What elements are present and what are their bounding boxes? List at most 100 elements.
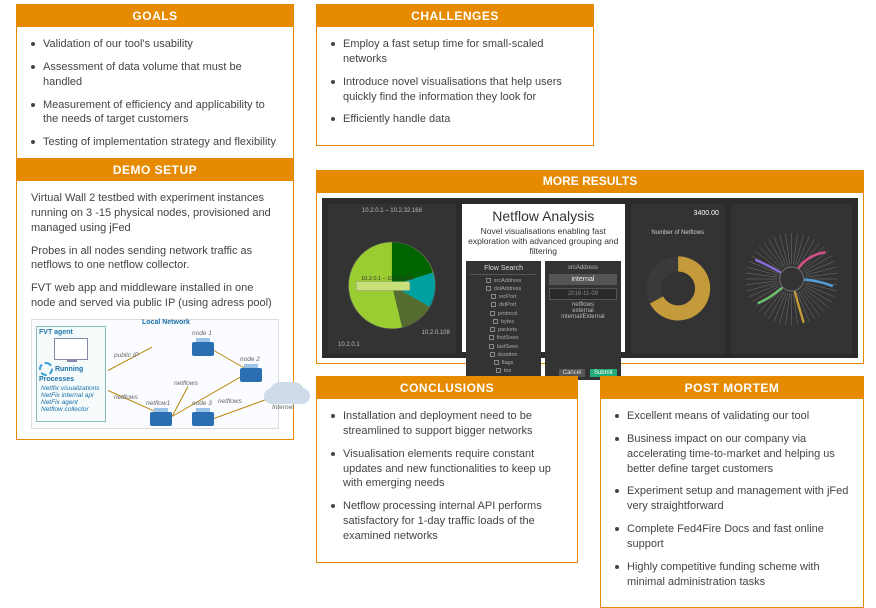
goals-list: Validation of our tool's usability Assess… <box>31 37 279 150</box>
cloud-icon <box>270 382 304 402</box>
checklist-item: bytes <box>470 318 537 326</box>
results-visual-row: 10.2.0.1 – 10.2.0.200 10.2.0.1 – 10.2.32… <box>322 198 858 358</box>
checklist-item: lastSeen <box>470 343 537 351</box>
results-radial-tile <box>731 204 852 354</box>
diagram-agent-title: FVT agent <box>39 329 103 336</box>
pie-ring-label: 10.2.0.1 – 10.2.32.168 <box>328 208 456 214</box>
list-item: Installation and deployment need to be s… <box>331 409 563 439</box>
filter-tile-date: 2016-11-09 <box>549 288 616 300</box>
demo-body: Virtual Wall 2 testbed with experiment i… <box>17 181 293 439</box>
list-item: Assessment of data volume that must be h… <box>31 60 279 90</box>
list-item: Efficiently handle data <box>331 112 579 127</box>
list-item: Employ a fast setup time for small-scale… <box>331 37 579 67</box>
checklist-item: protocol <box>470 310 537 318</box>
process-item: NetFix internal api <box>41 392 103 399</box>
list-item: Complete Fed4Fire Docs and fast online s… <box>615 522 849 552</box>
postmortem-body: Excellent means of validating our tool Bu… <box>601 399 863 607</box>
pie-center-label: 10.2.0.1 – 10.2.0.200 <box>361 276 413 282</box>
checklist-item: dstPort <box>470 301 537 309</box>
process-item: Netflow collector <box>41 406 103 413</box>
goals-title: GOALS <box>17 5 293 27</box>
filter-tile-row: internal/External <box>549 314 616 320</box>
results-donut-tile: Number of Netflows 3400.00 <box>631 204 725 354</box>
demo-panel: DEMO SETUP Virtual Wall 2 testbed with e… <box>16 158 294 440</box>
results-pie-tile: 10.2.0.1 – 10.2.0.200 10.2.0.1 – 10.2.32… <box>328 204 456 354</box>
diagram-hub <box>150 412 172 426</box>
diagram-node <box>240 368 262 382</box>
donut-value: 3400.00 <box>694 210 719 217</box>
postmortem-panel: POST MORTEM Excellent means of validatin… <box>600 376 864 608</box>
postmortem-list: Excellent means of validating our tool Bu… <box>615 409 849 589</box>
monitor-icon <box>54 338 88 360</box>
checklist-item: srcPort <box>470 293 537 301</box>
filter-tile-title: internal <box>549 274 616 285</box>
filter-tile-row: srcAddress <box>549 265 616 271</box>
checklist-item: firstSeen <box>470 334 537 342</box>
checklist-item: flags <box>470 359 537 367</box>
goals-body: Validation of our tool's usability Assess… <box>17 27 293 168</box>
results-title: MORE RESULTS <box>316 170 864 192</box>
process-item: Netflix visualizations <box>41 385 103 392</box>
diagram-edge-label: public IP <box>114 352 139 359</box>
paragraph: FVT web app and middleware installed in … <box>31 281 279 311</box>
list-item: Experiment setup and management with jFe… <box>615 484 849 514</box>
goals-panel: GOALS Validation of our tool's usability… <box>16 4 294 169</box>
donut-chart-icon <box>631 204 725 354</box>
diagram-node-label: node 2 <box>240 356 260 363</box>
checklist-item: srcAddress <box>470 277 537 285</box>
radial-chart-icon <box>731 204 852 354</box>
diagram-node <box>192 412 214 426</box>
checklist-item: packets <box>470 326 537 334</box>
list-item: Validation of our tool's usability <box>31 37 279 52</box>
results-body: 10.2.0.1 – 10.2.0.200 10.2.0.1 – 10.2.32… <box>316 192 864 364</box>
results-center-title: Netflow Analysis <box>466 208 621 224</box>
donut-label: Number of Netflows <box>631 230 725 236</box>
paragraph: Virtual Wall 2 testbed with experiment i… <box>31 191 279 236</box>
challenges-panel: CHALLENGES Employ a fast setup time for … <box>316 4 594 146</box>
conclusions-list: Installation and deployment need to be s… <box>331 409 563 544</box>
diagram-top-label: Local Network <box>142 319 190 326</box>
demo-diagram: Local Network FVT agent Running Processe… <box>31 319 279 429</box>
pie-ring-label: 10.2.0.1 <box>338 342 360 348</box>
diagram-edge-label: netflows <box>114 394 138 401</box>
diagram-edge-label: netflows <box>174 380 198 387</box>
checklist-item: tos <box>470 367 537 375</box>
process-item: NetFix agent <box>41 399 103 406</box>
challenges-title: CHALLENGES <box>317 5 593 27</box>
list-item: Introduce novel visualisations that help… <box>331 75 579 105</box>
results-sidebar-tile: Flow Search srcAddressdstAddresssrcPortd… <box>466 261 541 380</box>
diagram-agent-box: FVT agent Running Processes Netflix visu… <box>36 326 106 422</box>
conclusions-panel: CONCLUSIONS Installation and deployment … <box>316 376 578 563</box>
list-item: Measurement of efficiency and applicabil… <box>31 98 279 128</box>
results-center-tile: Netflow Analysis Novel visualisations en… <box>462 204 625 352</box>
checklist-item: dstAddress <box>470 285 537 293</box>
list-item: Testing of implementation strategy and f… <box>31 135 279 150</box>
list-item: Highly competitive funding scheme with m… <box>615 560 849 590</box>
pie-ring-label: 10.2.0.108 <box>422 330 450 336</box>
diagram-node <box>192 342 214 356</box>
list-item: Excellent means of validating our tool <box>615 409 849 424</box>
sidebar-tile-list: srcAddressdstAddresssrcPortdstPortprotoc… <box>470 277 537 376</box>
list-item: Netflow processing internal API performs… <box>331 499 563 544</box>
challenges-body: Employ a fast setup time for small-scale… <box>317 27 593 145</box>
results-filter-tile: srcAddress internal 2016-11-09 netflows … <box>545 261 620 380</box>
demo-title: DEMO SETUP <box>17 159 293 181</box>
diagram-hub-label: netflow1 <box>146 400 170 407</box>
list-item: Visualisation elements require constant … <box>331 447 563 492</box>
diagram-process-list: Netflix visualizationsNetFix internal ap… <box>39 385 103 414</box>
demo-paragraphs: Virtual Wall 2 testbed with experiment i… <box>31 191 279 311</box>
conclusions-title: CONCLUSIONS <box>317 377 577 399</box>
paragraph: Probes in all nodes sending network traf… <box>31 244 279 274</box>
diagram-cloud-label: Internet <box>272 404 294 411</box>
sidebar-tile-title: Flow Search <box>470 265 537 275</box>
conclusions-body: Installation and deployment need to be s… <box>317 399 577 562</box>
checklist-item: duration <box>470 351 537 359</box>
diagram-node-label: node 3 <box>192 400 212 407</box>
gear-icon <box>39 362 53 376</box>
diagram-node-label: node 1 <box>192 330 212 337</box>
postmortem-title: POST MORTEM <box>601 377 863 399</box>
diagram-edge-label: netflows <box>218 398 242 405</box>
list-item: Business impact on our company via accel… <box>615 432 849 477</box>
challenges-list: Employ a fast setup time for small-scale… <box>331 37 579 127</box>
results-center-sub: Novel visualisations enabling fast explo… <box>466 226 621 257</box>
